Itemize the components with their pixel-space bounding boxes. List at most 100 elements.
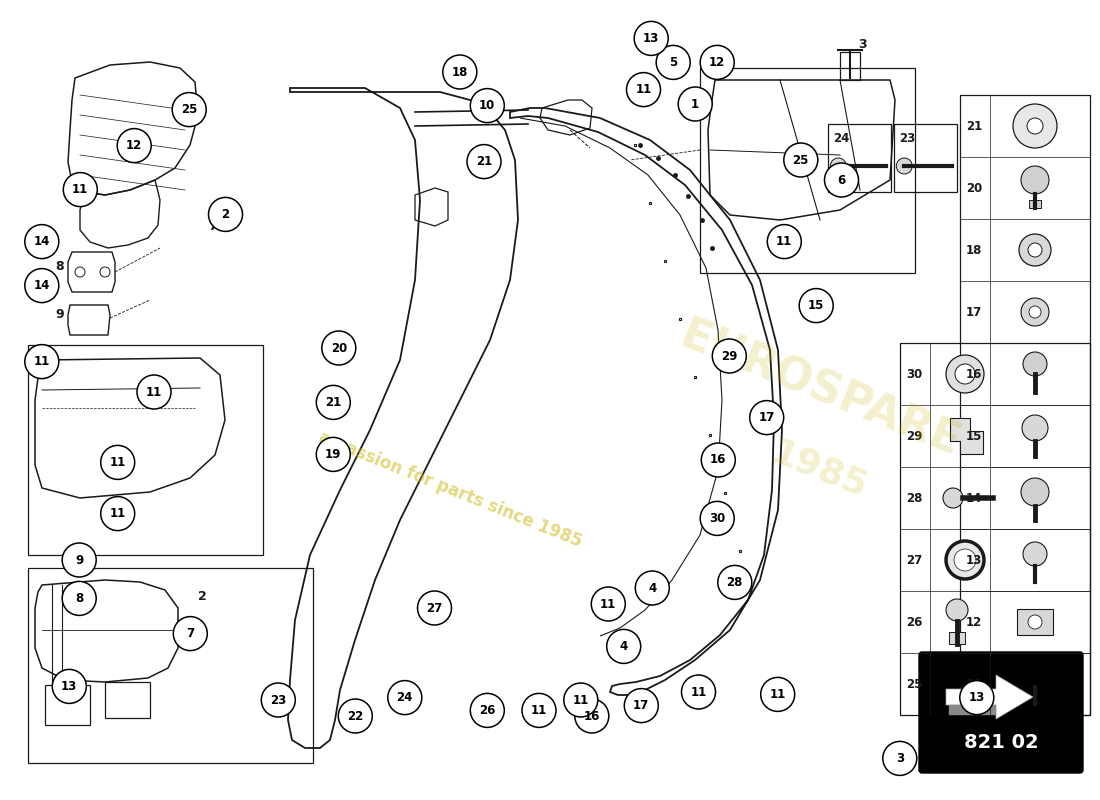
Text: 27: 27 — [427, 602, 442, 614]
Polygon shape — [949, 705, 996, 715]
Text: 3: 3 — [895, 752, 904, 765]
Text: 13: 13 — [62, 680, 77, 693]
Text: 17: 17 — [634, 699, 649, 712]
Circle shape — [768, 225, 801, 258]
Text: 20: 20 — [966, 182, 982, 194]
Text: 11: 11 — [73, 183, 88, 196]
Text: 12: 12 — [710, 56, 725, 69]
Text: 20: 20 — [331, 342, 346, 354]
Text: 6: 6 — [837, 174, 846, 186]
Circle shape — [1022, 415, 1048, 441]
Text: 2: 2 — [221, 208, 230, 221]
Circle shape — [954, 549, 976, 571]
Text: 5: 5 — [669, 56, 678, 69]
Text: 7: 7 — [208, 220, 217, 233]
Text: 11: 11 — [531, 704, 547, 717]
Text: 3: 3 — [858, 38, 867, 51]
Text: 12: 12 — [966, 615, 982, 629]
Text: 11: 11 — [636, 83, 651, 96]
Circle shape — [825, 163, 858, 197]
Text: 13: 13 — [644, 32, 659, 45]
Text: 23: 23 — [900, 132, 915, 145]
Bar — [828, 124, 891, 192]
Circle shape — [262, 683, 295, 717]
Text: 23: 23 — [271, 694, 286, 706]
Circle shape — [25, 225, 58, 258]
Text: 18: 18 — [966, 243, 982, 257]
Text: 11: 11 — [770, 688, 785, 701]
Circle shape — [25, 269, 58, 302]
Circle shape — [1024, 665, 1046, 687]
Bar — [894, 124, 957, 192]
Circle shape — [1028, 306, 1041, 318]
Circle shape — [946, 541, 984, 579]
Text: 28: 28 — [727, 576, 742, 589]
Circle shape — [317, 438, 350, 471]
Bar — [700, 68, 915, 273]
Circle shape — [592, 587, 625, 621]
Circle shape — [63, 582, 96, 615]
Circle shape — [575, 699, 608, 733]
Circle shape — [209, 198, 242, 231]
Circle shape — [636, 571, 669, 605]
Text: 16: 16 — [711, 454, 726, 466]
Circle shape — [1019, 234, 1050, 266]
Text: 9: 9 — [55, 308, 64, 321]
Circle shape — [713, 339, 746, 373]
Circle shape — [53, 670, 86, 703]
Circle shape — [800, 289, 833, 322]
Circle shape — [627, 73, 660, 106]
Text: 26: 26 — [480, 704, 495, 717]
Circle shape — [607, 630, 640, 663]
Circle shape — [322, 331, 355, 365]
Text: 30: 30 — [906, 367, 922, 381]
Text: 21: 21 — [476, 155, 492, 168]
Circle shape — [101, 446, 134, 479]
Circle shape — [1028, 615, 1042, 629]
Text: 1985: 1985 — [767, 435, 873, 505]
Circle shape — [761, 678, 794, 711]
Circle shape — [784, 143, 817, 177]
Text: 7: 7 — [186, 627, 195, 640]
Circle shape — [118, 129, 151, 162]
Circle shape — [468, 145, 500, 178]
Circle shape — [625, 689, 658, 722]
Text: 13: 13 — [969, 691, 984, 704]
Polygon shape — [946, 675, 1033, 719]
Circle shape — [63, 543, 96, 577]
Bar — [949, 632, 965, 644]
Bar — [1028, 200, 1041, 208]
Circle shape — [701, 46, 734, 79]
Bar — [960, 95, 1090, 715]
Text: 8: 8 — [75, 592, 84, 605]
Text: 11: 11 — [34, 355, 50, 368]
Text: 11: 11 — [966, 678, 982, 690]
Text: 24: 24 — [397, 691, 412, 704]
Text: 21: 21 — [966, 119, 982, 133]
Bar — [28, 345, 263, 555]
Text: 28: 28 — [906, 491, 923, 505]
Circle shape — [1023, 542, 1047, 566]
Text: 11: 11 — [110, 507, 125, 520]
Text: 17: 17 — [966, 306, 982, 318]
Text: 24: 24 — [834, 132, 849, 145]
Circle shape — [101, 497, 134, 530]
Text: 4: 4 — [648, 582, 657, 594]
Text: 11: 11 — [601, 598, 616, 610]
Text: 14: 14 — [34, 235, 50, 248]
Text: 12: 12 — [126, 139, 142, 152]
Circle shape — [173, 93, 206, 126]
Circle shape — [955, 364, 975, 384]
Text: 11: 11 — [777, 235, 792, 248]
Circle shape — [138, 375, 170, 409]
Circle shape — [750, 401, 783, 434]
Circle shape — [960, 681, 993, 714]
Text: 821 02: 821 02 — [964, 734, 1038, 753]
Text: 11: 11 — [146, 386, 162, 398]
Text: 14: 14 — [966, 491, 982, 505]
Text: 25: 25 — [906, 678, 923, 690]
Bar — [840, 52, 860, 80]
Text: 21: 21 — [326, 396, 341, 409]
Text: 18: 18 — [452, 66, 468, 78]
Text: 2: 2 — [198, 590, 207, 603]
